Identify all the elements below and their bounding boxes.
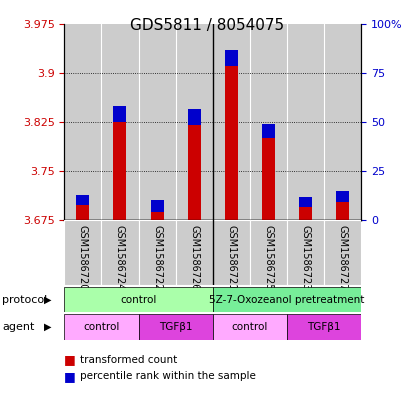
Bar [139, 220, 176, 285]
Bar [213, 220, 250, 285]
Bar [225, 66, 238, 220]
Bar [336, 191, 349, 202]
Bar [287, 220, 324, 285]
Text: GSM1586723: GSM1586723 [300, 225, 310, 291]
Text: 5Z-7-Oxozeanol pretreatment: 5Z-7-Oxozeanol pretreatment [209, 295, 364, 305]
Bar [139, 24, 176, 220]
Text: GSM1586724: GSM1586724 [115, 225, 125, 291]
Bar [250, 220, 287, 285]
Bar [101, 24, 139, 220]
Bar [64, 24, 101, 220]
Text: control: control [120, 295, 157, 305]
Text: GSM1586726: GSM1586726 [189, 225, 199, 291]
Bar [176, 24, 213, 220]
Text: ▶: ▶ [44, 295, 51, 305]
Bar [188, 109, 200, 125]
Text: ▶: ▶ [44, 322, 51, 332]
Text: transformed count: transformed count [80, 354, 177, 365]
Bar [76, 205, 89, 220]
Bar [262, 125, 275, 138]
Bar [213, 287, 361, 312]
Text: GSM1586720: GSM1586720 [78, 225, 88, 291]
Text: GSM1586722: GSM1586722 [152, 225, 162, 291]
Text: control: control [232, 322, 268, 332]
Text: GSM1586727: GSM1586727 [337, 225, 347, 291]
Bar [64, 314, 139, 340]
Bar [225, 50, 238, 66]
Bar [324, 220, 361, 285]
Text: TGFβ1: TGFβ1 [307, 322, 341, 332]
Bar [64, 287, 213, 312]
Text: GSM1586725: GSM1586725 [264, 225, 273, 291]
Text: control: control [83, 322, 120, 332]
Text: TGFβ1: TGFβ1 [159, 322, 192, 332]
Bar [262, 138, 275, 220]
Bar [76, 195, 89, 205]
Bar [188, 125, 200, 220]
Text: GSM1586721: GSM1586721 [226, 225, 236, 291]
Bar [299, 207, 312, 220]
Bar [287, 314, 361, 340]
Bar [213, 314, 287, 340]
Bar [113, 106, 127, 122]
Text: ■: ■ [64, 353, 76, 366]
Text: protocol: protocol [2, 295, 47, 305]
Bar [64, 220, 101, 285]
Bar [250, 24, 287, 220]
Bar [287, 24, 324, 220]
Text: ■: ■ [64, 370, 76, 383]
Bar [101, 220, 139, 285]
Bar [139, 314, 213, 340]
Bar [113, 122, 127, 220]
Bar [324, 24, 361, 220]
Bar [336, 202, 349, 220]
Bar [151, 200, 164, 211]
Bar [213, 24, 250, 220]
Bar [151, 211, 164, 220]
Text: agent: agent [2, 322, 34, 332]
Bar [299, 197, 312, 207]
Text: percentile rank within the sample: percentile rank within the sample [80, 371, 256, 382]
Text: GDS5811 / 8054075: GDS5811 / 8054075 [130, 18, 285, 33]
Bar [176, 220, 213, 285]
